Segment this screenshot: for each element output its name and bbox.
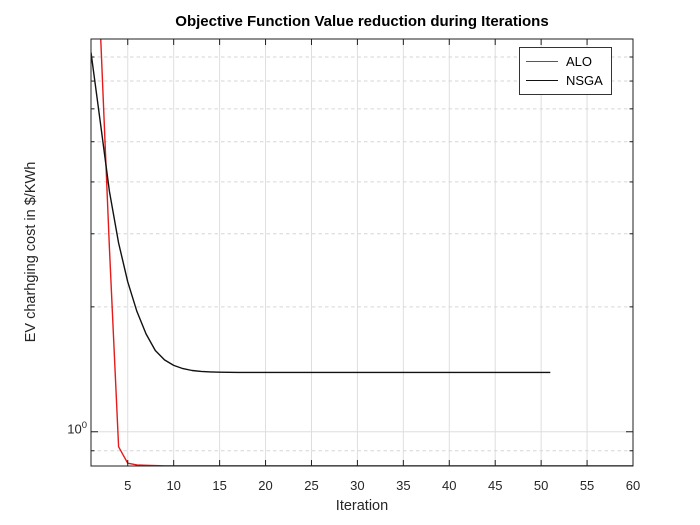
y-tick-base: 10 [67,421,82,437]
legend-label-nsga: NSGA [566,72,603,88]
x-tick-label: 30 [350,478,364,493]
x-tick-label: 35 [396,478,410,493]
chart-title: Objective Function Value reduction durin… [175,13,549,30]
x-tick-label: 15 [212,478,226,493]
x-tick-label: 5 [124,478,131,493]
x-tick-label: 25 [304,478,318,493]
x-tick-label: 60 [626,478,640,493]
series-line-nsga [91,52,551,374]
legend-item-alo: ALO [526,55,605,68]
legend-box: ALO NSGA [519,47,612,95]
x-tick-label: 10 [166,478,180,493]
x-axis-label: Iteration [335,498,389,514]
axes-box [90,38,634,467]
legend-label-alo: ALO [566,54,593,70]
x-tick-label: 50 [534,478,548,493]
x-tick-label: 45 [488,478,502,493]
x-tick-label: 20 [258,478,272,493]
y-tick-exponent: 0 [81,420,87,431]
legend-line-sample-alo [526,61,558,63]
y-axis-tick-label: 100 [40,420,87,436]
y-axis-label: EV charhging cost in $/KWh [23,161,39,343]
legend-line-sample-nsga [526,79,558,81]
x-tick-label: 55 [580,478,594,493]
legend-item-nsga: NSGA [526,74,605,87]
x-tick-label: 40 [442,478,456,493]
